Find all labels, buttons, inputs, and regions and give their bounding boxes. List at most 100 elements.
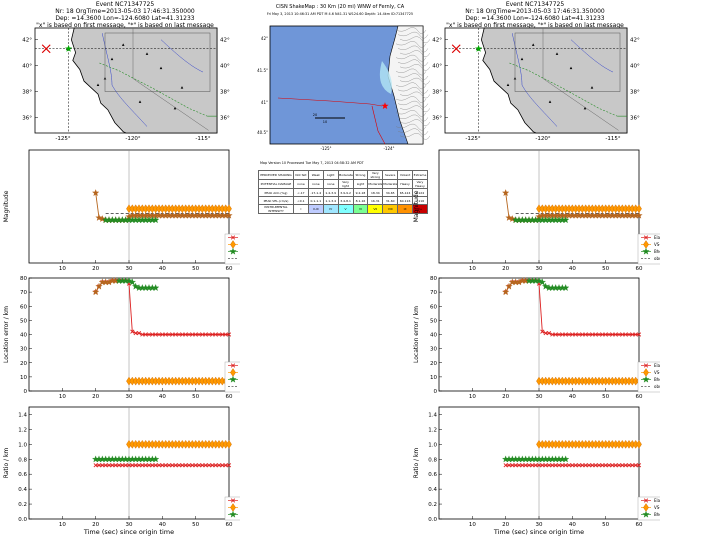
data-point: [132, 282, 140, 290]
terrain-line: [397, 128, 429, 136]
data-point: [535, 276, 543, 284]
legend-marker: [642, 247, 650, 255]
data-point: [616, 332, 622, 337]
data-point: [123, 463, 128, 468]
lon-label: -120°: [125, 136, 140, 142]
data-point: [92, 189, 100, 197]
terrain-line: [397, 45, 429, 53]
data-point: [196, 463, 202, 468]
data-point: [190, 463, 195, 468]
y-tick-label: 0.8: [18, 457, 27, 463]
lat-label: 40°: [432, 64, 442, 70]
x-tick-label: 50: [192, 266, 199, 270]
data-point: [190, 332, 195, 337]
data-point: [533, 463, 538, 468]
legend-marker: [229, 375, 237, 383]
data-point: [636, 463, 642, 468]
data-point: [620, 332, 625, 337]
data-point: [566, 463, 572, 468]
data-point: [226, 463, 232, 468]
data-point: [636, 439, 642, 449]
first-message-marker: [41, 44, 51, 54]
intensity-cell: V: [337, 204, 354, 214]
data-point: [200, 463, 205, 468]
data-point: [130, 329, 135, 334]
intensity-cell: I: [293, 204, 309, 214]
data-point: [166, 332, 172, 337]
y-tick-label: 50: [20, 318, 27, 324]
data-point: [136, 463, 142, 468]
data-point: [580, 332, 585, 337]
data-point: [213, 463, 218, 468]
station-triangle: [180, 86, 184, 89]
station-triangle: [173, 106, 177, 110]
data-point: [116, 463, 122, 468]
data-point: [630, 463, 635, 468]
data-point: [210, 463, 215, 468]
data-point: [553, 463, 558, 468]
terrain-line: [395, 110, 427, 117]
station-triangle: [121, 43, 125, 46]
data-point: [213, 332, 218, 337]
data-point: [586, 463, 592, 468]
lat-label: 36°: [432, 115, 442, 121]
lat-label: 42°: [261, 36, 268, 41]
data-point: [128, 278, 136, 286]
x-tick-label: 50: [192, 522, 199, 528]
data-point: [98, 215, 106, 223]
intensity-cell: none: [293, 179, 309, 189]
x-tick-label: 10: [469, 522, 476, 528]
x-tick-label: 40: [569, 394, 576, 398]
intensity-table: PERCEIVED SHAKING Not felt Weak Light Modera…: [258, 170, 428, 214]
y-tick-label: 40: [430, 333, 437, 339]
data-point: [573, 463, 578, 468]
data-point: [206, 463, 212, 468]
x-tick-label: 60: [226, 266, 233, 270]
data-point: [635, 211, 643, 219]
lat-label: 38°: [22, 90, 32, 96]
data-point: [603, 463, 608, 468]
data-point: [610, 332, 615, 337]
land-mass: [70, 27, 218, 134]
data-point: [216, 332, 222, 337]
data-point: [576, 463, 582, 468]
x-tick-label: 60: [636, 266, 643, 270]
data-point: [626, 463, 632, 468]
intensity-cell: X+: [412, 204, 428, 214]
data-point: [92, 288, 100, 296]
intensity-cell: Severe: [382, 170, 399, 180]
intensity-cell: Very light: [337, 179, 354, 189]
data-point: [196, 332, 202, 337]
legend-marker: [642, 510, 650, 518]
data-point: [596, 463, 602, 468]
legend-marker: [643, 498, 649, 503]
data-point: [150, 463, 155, 468]
data-point: [100, 463, 105, 468]
data-point: [550, 463, 555, 468]
x-tick-label: 20: [92, 266, 99, 270]
x-tick-label: 60: [226, 522, 233, 528]
data-point: [633, 332, 638, 337]
data-point: [636, 204, 642, 214]
data-point: [225, 211, 233, 219]
data-point: [223, 463, 228, 468]
lat-label-right: 38°: [220, 90, 230, 96]
right-map-title: Event NC71347725 Nr: 18 OrgTime=2013-05-…: [410, 1, 660, 29]
x-axis-label: Time (sec) since origin time: [493, 528, 584, 536]
y-tick-label: 60: [20, 304, 27, 310]
data-point: [620, 463, 625, 468]
data-point: [510, 463, 515, 468]
lat-label-right: 40°: [630, 64, 640, 70]
lat-label: 40.5°: [257, 130, 268, 135]
data-point: [626, 332, 632, 337]
data-point: [508, 215, 516, 223]
data-point: [590, 463, 595, 468]
lat-label-right: 36°: [220, 115, 230, 121]
data-point: [186, 463, 192, 468]
intensity-cell: 3.4-8.1: [337, 196, 354, 205]
intensity-row: PEAK ACC.(%g) <.17.17-1.4 1.4-3.9 3.9-9.2 9.…: [258, 188, 428, 197]
legend-label: ElarmsAT VAT40-2013: [654, 235, 660, 240]
data-point: [560, 463, 565, 468]
legend-label: observed: [654, 384, 660, 389]
intensity-cell: Not felt: [293, 170, 309, 180]
